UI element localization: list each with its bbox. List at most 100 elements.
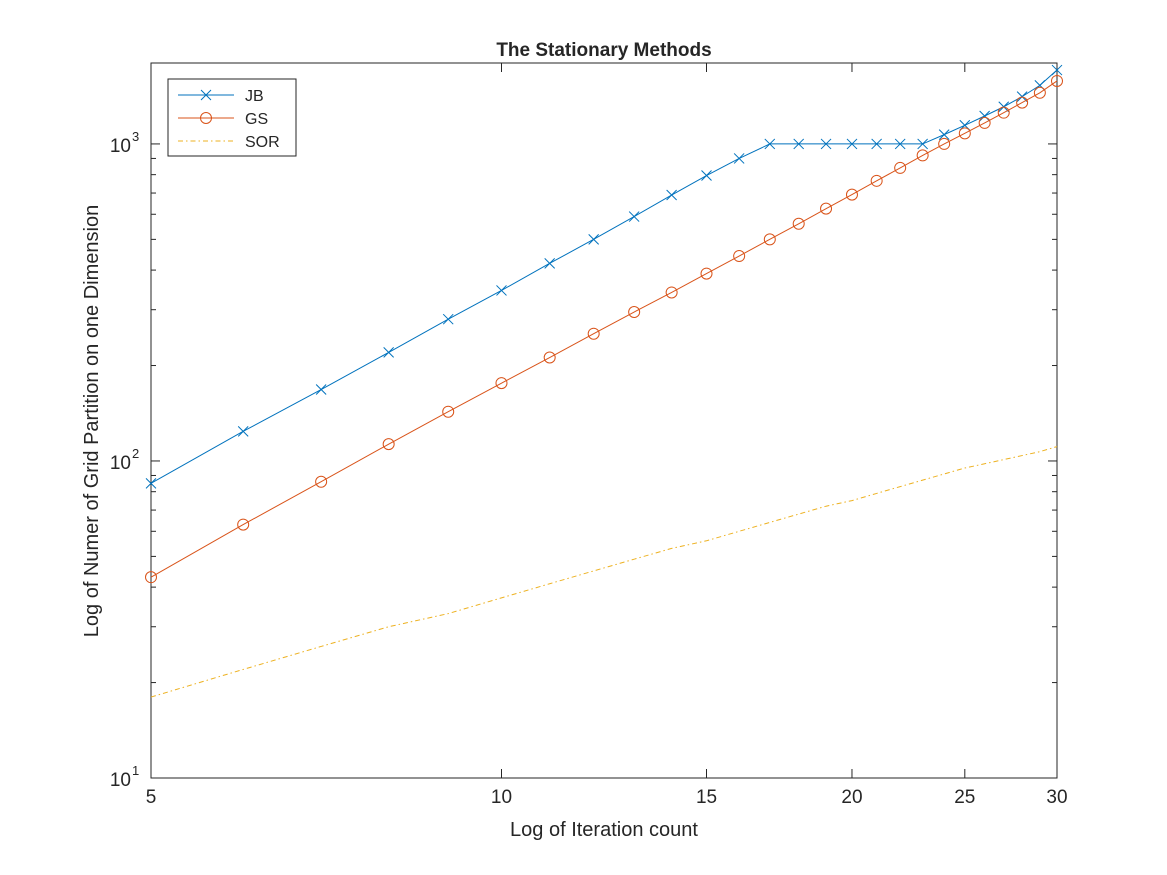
series-jb-marker-stroke xyxy=(793,138,805,150)
series-jb-marker xyxy=(237,425,249,437)
series-jb-marker-stroke xyxy=(871,138,883,150)
series-gs-marker xyxy=(1033,86,1046,99)
series-jb-marker xyxy=(733,153,745,164)
series-jb-marker-stroke xyxy=(820,138,832,150)
legend-label-gs: GS xyxy=(245,111,268,128)
series-jb-marker xyxy=(894,138,906,150)
series-gs-marker xyxy=(237,518,250,531)
series-jb-marker xyxy=(383,347,395,358)
series-gs-marker xyxy=(938,137,951,150)
series-gs-marker xyxy=(543,351,556,364)
series-gs-marker xyxy=(1051,74,1063,87)
legend-label-sor: SOR xyxy=(245,134,280,151)
series-gs-marker xyxy=(845,188,858,201)
series-jb-marker xyxy=(666,189,677,201)
series-jb-marker-stroke xyxy=(315,384,327,395)
series-gs-marker xyxy=(958,127,971,140)
series-jb-marker xyxy=(938,129,950,140)
series-jb-marker xyxy=(764,138,776,150)
legend-jb-marker-stroke xyxy=(200,89,212,101)
series-jb-marker xyxy=(544,258,556,269)
legend-gs-marker xyxy=(200,112,212,124)
series-jb-marker-stroke xyxy=(701,170,712,181)
series-jb-marker-stroke xyxy=(846,138,858,150)
x-tick-label: 25 xyxy=(954,787,975,808)
series-jb-marker xyxy=(496,285,507,296)
series-gs-marker xyxy=(382,438,395,451)
series-line-sor xyxy=(150,446,1058,698)
x-tick-label: 15 xyxy=(696,787,717,808)
series-jb-marker-stroke xyxy=(894,138,906,150)
x-axis-label: Log of Iteration count xyxy=(510,819,698,841)
series-gs-marker xyxy=(665,286,678,299)
y-tick-label: 10 xyxy=(110,453,131,474)
series-jb-marker xyxy=(917,138,929,150)
chart-title: The Stationary Methods xyxy=(496,40,711,61)
series-line-jb xyxy=(150,69,1058,484)
series-gs-marker xyxy=(997,106,1010,119)
series-sor xyxy=(150,446,1058,698)
series-jb-marker xyxy=(793,138,805,150)
series-jb-marker xyxy=(871,138,883,150)
series-gs-marker xyxy=(315,475,328,488)
y-tick-exponent: 1 xyxy=(132,763,139,778)
series-jb-marker-stroke xyxy=(917,138,929,150)
series-jb-marker-stroke xyxy=(628,211,640,222)
axes-box xyxy=(150,62,1058,779)
series-gs-marker xyxy=(894,161,907,174)
series-jb-marker-stroke xyxy=(764,138,776,150)
series-jb-marker-stroke xyxy=(1051,64,1063,76)
series-jb-marker xyxy=(315,384,327,395)
series-gs-marker xyxy=(792,217,805,230)
series-gs-marker xyxy=(870,174,883,187)
series-gs-marker xyxy=(628,306,641,319)
series-gs-marker xyxy=(495,377,508,390)
series-jb-marker-stroke xyxy=(496,285,507,296)
series-gs-marker xyxy=(145,571,157,584)
series-jb-marker-stroke xyxy=(442,313,454,325)
x-tick-label: 30 xyxy=(1046,787,1067,808)
series-jb-marker xyxy=(588,234,600,245)
y-tick-label: 10 xyxy=(110,770,131,791)
y-tick-label: 10 xyxy=(110,136,131,157)
x-tick-label: 5 xyxy=(146,787,157,808)
series-jb-marker xyxy=(979,110,990,122)
legend: JB GS SOR xyxy=(167,78,297,157)
series-jb-marker-stroke xyxy=(938,129,950,140)
series-jb-marker xyxy=(1051,64,1063,76)
legend-jb-marker xyxy=(200,89,212,101)
series-gs-marker xyxy=(733,250,746,263)
y-tick-exponent: 2 xyxy=(132,446,139,461)
series-jb-marker-stroke xyxy=(544,258,556,269)
legend-label-jb: JB xyxy=(245,88,264,105)
series-jb-marker xyxy=(628,211,640,222)
x-tick-label: 10 xyxy=(491,787,512,808)
y-axis-label: Log of Numer of Grid Partition on one Di… xyxy=(81,205,103,637)
series-gs-marker xyxy=(820,202,833,215)
series-gs-marker xyxy=(587,327,600,340)
series-jb-marker xyxy=(846,138,858,150)
series-gs-marker xyxy=(442,405,455,418)
y-tick-exponent: 3 xyxy=(132,129,139,144)
series-jb-marker-stroke xyxy=(979,110,990,122)
series-jb-marker xyxy=(701,170,712,181)
series-jb-marker-stroke xyxy=(666,189,677,201)
series-jb-marker-stroke xyxy=(237,425,249,437)
series-gs-marker xyxy=(978,116,991,129)
series-jb-marker-stroke xyxy=(383,347,395,358)
series-gs-marker xyxy=(916,149,929,162)
series-jb-marker-stroke xyxy=(145,477,157,489)
series-gs xyxy=(145,74,1063,584)
series-line-gs xyxy=(150,80,1058,578)
series-jb-marker-stroke xyxy=(588,234,600,245)
series-jb-marker xyxy=(820,138,832,150)
series-gs-marker xyxy=(700,267,713,280)
series-gs-marker xyxy=(763,233,776,246)
series-jb-marker-stroke xyxy=(733,153,745,164)
series-jb-marker xyxy=(442,313,454,325)
x-tick-label: 20 xyxy=(841,787,862,808)
series-jb-marker xyxy=(145,477,157,489)
series-gs-marker xyxy=(1016,96,1029,109)
